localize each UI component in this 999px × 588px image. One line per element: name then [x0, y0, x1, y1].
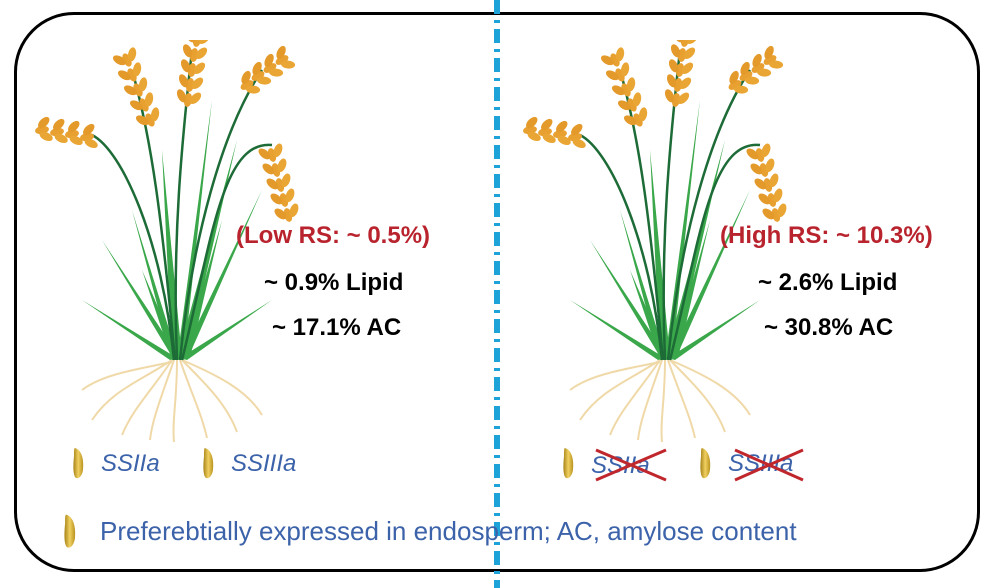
gene-ssiiia-left: SSIIIa: [231, 450, 297, 477]
left-ac-label: ~ 17.1% AC: [272, 314, 402, 341]
gene-ssiia-right: SSIIa: [591, 452, 650, 479]
rice-grain-icon: [73, 448, 84, 479]
legend-note: Preferebtially expressed in endosperm; A…: [100, 516, 797, 546]
right-ac-label: ~ 30.8% AC: [764, 314, 894, 341]
rice-grain-icon: [700, 448, 711, 479]
rice-grain-icon: [563, 448, 574, 479]
high-rs-label: (High RS: ~ 10.3%): [720, 222, 933, 249]
knockout-cross-icon: [595, 448, 667, 482]
gene-ssiia-left: SSIIa: [101, 450, 160, 477]
left-lipid-label: ~ 0.9% Lipid: [264, 269, 404, 296]
low-rs-label: (Low RS: ~ 0.5%): [236, 222, 431, 249]
knockout-cross-icon: [734, 448, 804, 482]
panel-divider: [494, 0, 500, 588]
rice-grain-icon: [203, 448, 214, 479]
right-lipid-label: ~ 2.6% Lipid: [758, 269, 898, 296]
rice-grain-icon: [64, 514, 76, 548]
